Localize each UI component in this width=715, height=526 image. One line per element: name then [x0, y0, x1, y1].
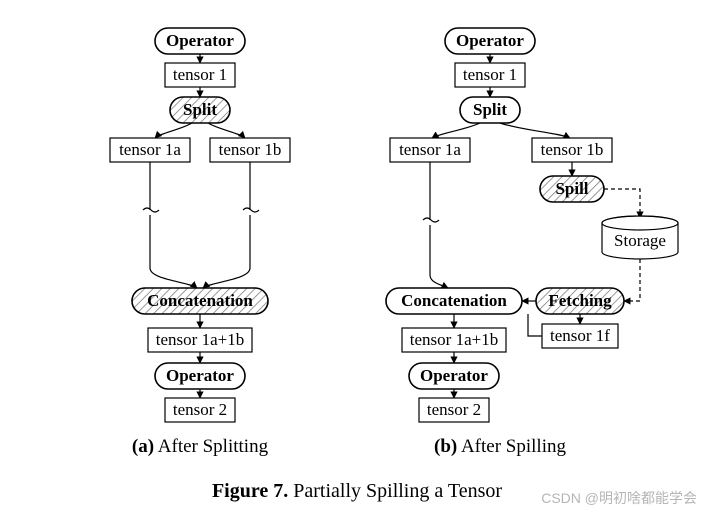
edge-b-t1f-up	[528, 314, 542, 336]
squiggle-a-1b	[243, 208, 259, 212]
label-tensor1b-a: tensor 1b	[219, 140, 282, 159]
figure-caption: Figure 7. Partially Spilling a Tensor	[212, 480, 502, 502]
label-tensor1-a: tensor 1	[173, 65, 227, 84]
squiggle-b-1a	[423, 218, 439, 222]
label-tensor1f: tensor 1f	[550, 326, 610, 345]
label-split-a: Split	[183, 100, 217, 119]
edge-a-1a-concat	[150, 268, 197, 288]
label-storage: Storage	[614, 231, 666, 250]
panel-b: Operator tensor 1 Split tensor 1a tensor…	[386, 28, 678, 457]
edge-a-split-1b	[208, 123, 245, 138]
label-tensor1a-a: tensor 1a	[119, 140, 181, 159]
label-split-b: Split	[473, 100, 507, 119]
label-tensor1a1b-a: tensor 1a+1b	[156, 330, 244, 349]
label-operator-bot-b: Operator	[420, 366, 488, 385]
label-concat-a: Concatenation	[147, 291, 253, 310]
edge-b-storage-fetch	[624, 259, 640, 301]
diagram-canvas: Operator tensor 1 Split tensor 1a tensor…	[0, 0, 715, 526]
label-tensor1-b: tensor 1	[463, 65, 517, 84]
edge-a-1b-concat	[203, 268, 250, 288]
edge-a-split-1a	[155, 123, 192, 138]
label-fetching: Fetching	[548, 291, 612, 310]
edge-b-1a-concat	[430, 275, 448, 288]
label-tensor1a1b-b: tensor 1a+1b	[410, 330, 498, 349]
caption-a: (a) After Splitting	[132, 436, 269, 457]
squiggle-a-1a	[143, 208, 159, 212]
edge-b-spill-storage	[604, 189, 640, 218]
label-tensor1a-b: tensor 1a	[399, 140, 461, 159]
watermark: CSDN @明初啥都能学会	[541, 488, 697, 508]
node-storage: Storage	[602, 216, 678, 259]
label-spill: Spill	[555, 179, 588, 198]
label-tensor2-b: tensor 2	[427, 400, 481, 419]
panel-a: Operator tensor 1 Split tensor 1a tensor…	[110, 28, 290, 457]
label-tensor2-a: tensor 2	[173, 400, 227, 419]
label-operator-bot-a: Operator	[166, 366, 234, 385]
edge-b-split-1b	[500, 123, 570, 138]
label-concat-b: Concatenation	[401, 291, 507, 310]
caption-b: (b) After Spilling	[434, 436, 566, 457]
edge-b-split-1a	[432, 123, 480, 138]
label-operator-top-a: Operator	[166, 31, 234, 50]
label-tensor1b-b: tensor 1b	[541, 140, 604, 159]
label-operator-top-b: Operator	[456, 31, 524, 50]
